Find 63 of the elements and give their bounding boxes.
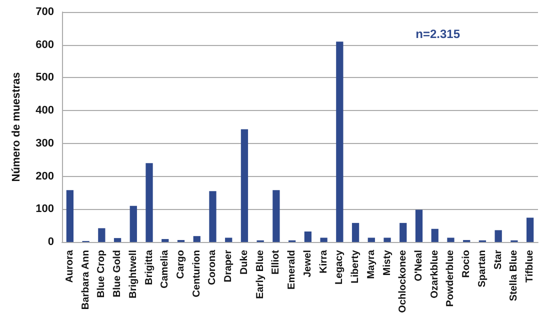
bar [304,231,312,242]
x-tick-label: Blue Gold [112,250,124,298]
x-tick-label: Spartan [476,250,488,288]
x-tick-label: O'Neal [414,250,424,282]
bar [336,42,344,242]
bar [400,222,407,242]
bar [272,190,280,242]
x-tick-label: Duke [238,250,250,274]
bar [225,238,232,242]
bar [130,206,137,242]
x-tick-label: Centurion [191,250,202,298]
x-tick-label: Misty [382,250,393,276]
x-tick-label: Rocio [461,250,472,278]
bar [320,238,328,242]
bar [193,236,200,242]
bar [526,218,534,242]
bar [494,230,502,242]
x-tick-label: Emerald [286,250,298,290]
x-tick-label: Draper [223,250,234,282]
y-tick-label: 500 [36,72,54,84]
x-tick-label: Early Blue [254,250,266,299]
bar [352,222,360,242]
y-tick-label: 700 [36,6,54,18]
x-tick-label: Stella Blue [508,250,520,302]
bar [98,228,106,242]
x-tick-label: Corona [207,250,218,285]
bar [146,163,153,242]
x-tick-label: Star [492,250,504,270]
x-tick-label: Brightwell [128,250,139,298]
x-tick-label: Barbara Ann [80,250,92,310]
x-tick-label: Mayra [366,250,377,279]
bar [447,238,454,242]
bar [431,228,438,242]
bar [415,210,423,242]
bar [240,129,248,242]
y-tick-label: 0 [48,236,54,248]
bar [66,190,74,242]
x-tick-label: Kirra [318,250,330,274]
bar [209,191,216,242]
y-tick-label: 400 [36,104,54,117]
x-tick-label: Blue Crop [96,250,108,298]
bar [384,238,391,242]
x-tick-label: Tifblue [524,250,536,283]
y-tick-label: 100 [36,203,54,216]
bar [368,238,375,242]
x-tick-label: Legacy [334,250,346,284]
x-tick-label: Powderblue [445,250,456,307]
x-tick-label: Aurora [64,250,76,283]
bar [114,238,122,242]
x-tick-label: Brigitta [144,250,155,285]
annotation: n=2.315 [416,27,460,41]
x-tick-label: Ozarkblue [429,250,440,298]
x-tick-label: Camelia [160,250,171,288]
bar [162,239,169,242]
x-tick-label: Ochlockonee [398,250,409,313]
y-tick-label: 600 [36,38,54,51]
y-tick-label: 200 [36,170,54,182]
y-tick-label: 300 [36,137,54,150]
y-axis-title: Número de muestras [10,72,22,182]
x-tick-label: Liberty [350,250,362,284]
x-tick-label: Elliot [270,249,282,274]
x-tick-label: Jewel [302,250,314,278]
x-tick-label: Cargo [176,250,186,279]
